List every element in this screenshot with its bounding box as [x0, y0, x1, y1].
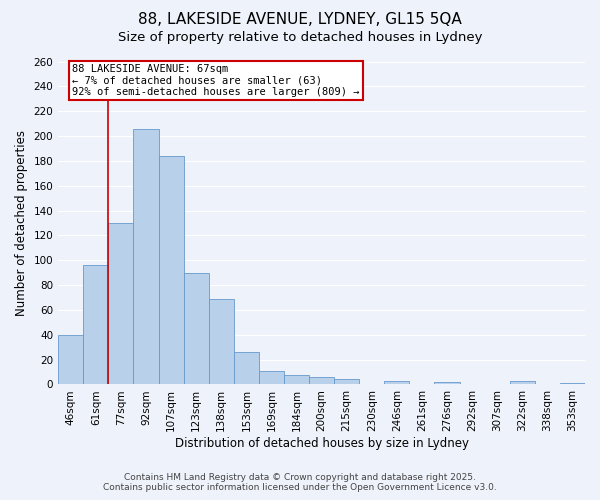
Bar: [209, 299, 234, 384]
Bar: [434, 382, 460, 384]
Bar: [334, 380, 359, 384]
Bar: [385, 380, 409, 384]
Bar: [259, 371, 284, 384]
Text: Size of property relative to detached houses in Lydney: Size of property relative to detached ho…: [118, 31, 482, 44]
Text: Contains HM Land Registry data © Crown copyright and database right 2025.
Contai: Contains HM Land Registry data © Crown c…: [103, 473, 497, 492]
X-axis label: Distribution of detached houses by size in Lydney: Distribution of detached houses by size …: [175, 437, 469, 450]
Bar: [560, 383, 585, 384]
Bar: [58, 335, 83, 384]
Bar: [133, 128, 158, 384]
Bar: [234, 352, 259, 384]
Bar: [309, 377, 334, 384]
Y-axis label: Number of detached properties: Number of detached properties: [15, 130, 28, 316]
Text: 88 LAKESIDE AVENUE: 67sqm
← 7% of detached houses are smaller (63)
92% of semi-d: 88 LAKESIDE AVENUE: 67sqm ← 7% of detach…: [72, 64, 359, 97]
Bar: [184, 272, 209, 384]
Bar: [83, 265, 109, 384]
Bar: [510, 380, 535, 384]
Bar: [284, 374, 309, 384]
Text: 88, LAKESIDE AVENUE, LYDNEY, GL15 5QA: 88, LAKESIDE AVENUE, LYDNEY, GL15 5QA: [138, 12, 462, 28]
Bar: [158, 156, 184, 384]
Bar: [109, 223, 133, 384]
